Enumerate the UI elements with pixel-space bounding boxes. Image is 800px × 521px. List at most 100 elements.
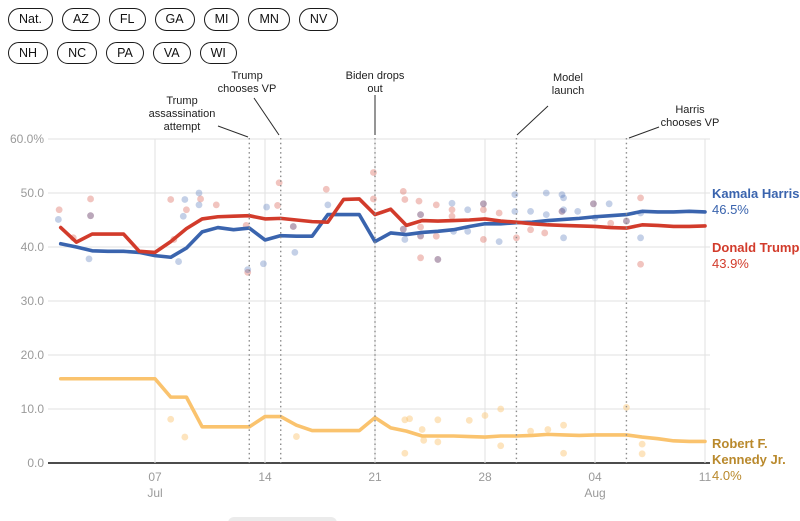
- filter-pill-nc[interactable]: NC: [57, 41, 98, 64]
- harris-poll-dot: [85, 255, 93, 263]
- kennedy-poll-dot: [465, 416, 473, 424]
- trump-series-label: Donald Trump 43.9%: [712, 240, 800, 272]
- trump-poll-dot: [434, 256, 442, 263]
- trump-poll-dot: [87, 195, 94, 203]
- trump-trend-line: [58, 197, 707, 255]
- trump-name: Donald Trump: [712, 240, 800, 255]
- trump-poll-dot: [274, 202, 281, 209]
- kennedy-value: 4.0%: [712, 468, 742, 483]
- trump-poll-dot: [480, 200, 487, 208]
- y-axis-tick-label: 40.0: [21, 240, 45, 254]
- filter-pill-nv[interactable]: NV: [298, 8, 339, 31]
- kennedy-poll-dot: [420, 436, 428, 444]
- harris-chooses-vp-connector: [628, 126, 660, 139]
- x-axis-month-label: Aug: [584, 486, 605, 500]
- filter-pill-nh[interactable]: NH: [8, 41, 49, 64]
- harris-poll-dot: [54, 216, 62, 223]
- trump-poll-dot: [197, 195, 204, 203]
- kennedy-poll-dot: [544, 426, 552, 433]
- trump-poll-dot: [399, 187, 407, 195]
- trump-poll-dot: [527, 226, 534, 234]
- trump-poll-dot: [480, 236, 487, 243]
- kennedy-poll-dot: [638, 440, 646, 448]
- filter-pill-fl[interactable]: FL: [108, 8, 146, 31]
- kennedy-poll-dot: [401, 416, 409, 424]
- harris-poll-dot: [289, 223, 297, 230]
- trump-poll-dot: [87, 212, 94, 220]
- model-launch-connector: [516, 105, 549, 136]
- harris-poll-dot: [495, 238, 503, 246]
- kennedy-name: Robert F. Kennedy Jr.: [712, 436, 786, 467]
- harris-poll-dot: [401, 236, 409, 243]
- y-axis-tick-label: 20.0: [21, 348, 45, 362]
- filter-pill-ga[interactable]: GA: [154, 8, 195, 31]
- trump-poll-dot: [637, 260, 644, 268]
- kennedy-poll-dot: [638, 450, 646, 458]
- x-axis-tick-label: 21: [368, 470, 382, 484]
- x-axis-tick-label: 28: [478, 470, 492, 484]
- harris-name: Kamala Harris: [712, 186, 800, 201]
- filter-row-2: NH NC PA VA WI: [8, 41, 338, 64]
- filter-pill-nat[interactable]: Nat.: [8, 8, 53, 31]
- kennedy-poll-dot: [527, 427, 534, 435]
- kennedy-poll-dot: [293, 433, 300, 440]
- trump-assassination-attempt-annotation: Trump assassination attempt: [149, 95, 216, 133]
- trump-poll-dot: [399, 225, 407, 233]
- geography-filter-bar: Nat. AZ FL GA MI MN NV NH NC PA VA WI: [8, 8, 339, 75]
- kennedy-poll-dot: [401, 449, 409, 457]
- harris-poll-dot: [324, 201, 332, 209]
- kennedy-poll-dot: [560, 421, 567, 429]
- harris-poll-dot: [605, 200, 613, 208]
- y-axis-tick-label: 50.0: [21, 186, 45, 200]
- harris-poll-dot: [434, 256, 442, 263]
- harris-poll-dot: [260, 260, 267, 268]
- filter-pill-mi[interactable]: MI: [203, 8, 240, 31]
- filter-pill-mn[interactable]: MN: [248, 8, 290, 31]
- harris-poll-dot: [574, 207, 582, 215]
- harris-poll-dot: [195, 201, 203, 209]
- x-axis-month-label: Jul: [147, 486, 162, 500]
- harris-poll-dot: [560, 194, 567, 202]
- harris-poll-dot: [179, 212, 187, 220]
- harris-poll-dot: [480, 200, 487, 208]
- harris-poll-dot: [448, 199, 456, 207]
- trump-poll-dot: [322, 185, 330, 193]
- trump-poll-dot: [183, 206, 190, 214]
- filter-pill-pa[interactable]: PA: [106, 41, 144, 64]
- partial-bottom-control[interactable]: [228, 517, 337, 521]
- filter-pill-wi[interactable]: WI: [199, 41, 237, 64]
- kennedy-poll-dot: [418, 426, 426, 433]
- trump-poll-dot: [448, 206, 456, 214]
- trump-poll-dot: [590, 200, 597, 208]
- y-axis-tick-label: 10.0: [21, 402, 45, 416]
- trump-poll-dot: [448, 212, 456, 220]
- kennedy-poll-dot: [434, 438, 442, 446]
- y-axis-tick-label: 30.0: [21, 294, 45, 308]
- trump-chooses-vp-annotation: Trump chooses VP: [218, 70, 277, 95]
- trump-poll-dot: [289, 223, 297, 230]
- trump-poll-dot: [167, 196, 175, 203]
- trump-chooses-vp-connector: [253, 97, 280, 136]
- harris-poll-dot: [623, 217, 630, 225]
- filter-pill-va[interactable]: VA: [152, 41, 191, 64]
- trump-poll-dot: [370, 169, 377, 176]
- harris-series-label: Kamala Harris 46.5%: [712, 186, 800, 218]
- kennedy-poll-dot: [481, 412, 489, 419]
- harris-poll-dot: [511, 191, 519, 199]
- kennedy-poll-dot: [167, 415, 175, 423]
- trump-poll-dot: [401, 196, 409, 203]
- x-axis-tick-label: 07: [148, 470, 162, 484]
- trump-poll-dot: [607, 219, 615, 227]
- kennedy-poll-dot: [497, 442, 505, 450]
- trump-poll-dot: [432, 201, 440, 209]
- filter-pill-az[interactable]: AZ: [61, 8, 100, 31]
- harris-poll-dot: [560, 206, 567, 214]
- harris-poll-dot: [87, 212, 94, 220]
- harris-poll-dot: [244, 266, 252, 274]
- kennedy-series-label: Robert F. Kennedy Jr. 4.0%: [712, 436, 800, 484]
- trump-poll-dot: [432, 232, 440, 240]
- x-axis-tick-label: 04: [588, 470, 602, 484]
- trump-poll-dot: [415, 197, 423, 205]
- trump-poll-dot: [55, 206, 63, 214]
